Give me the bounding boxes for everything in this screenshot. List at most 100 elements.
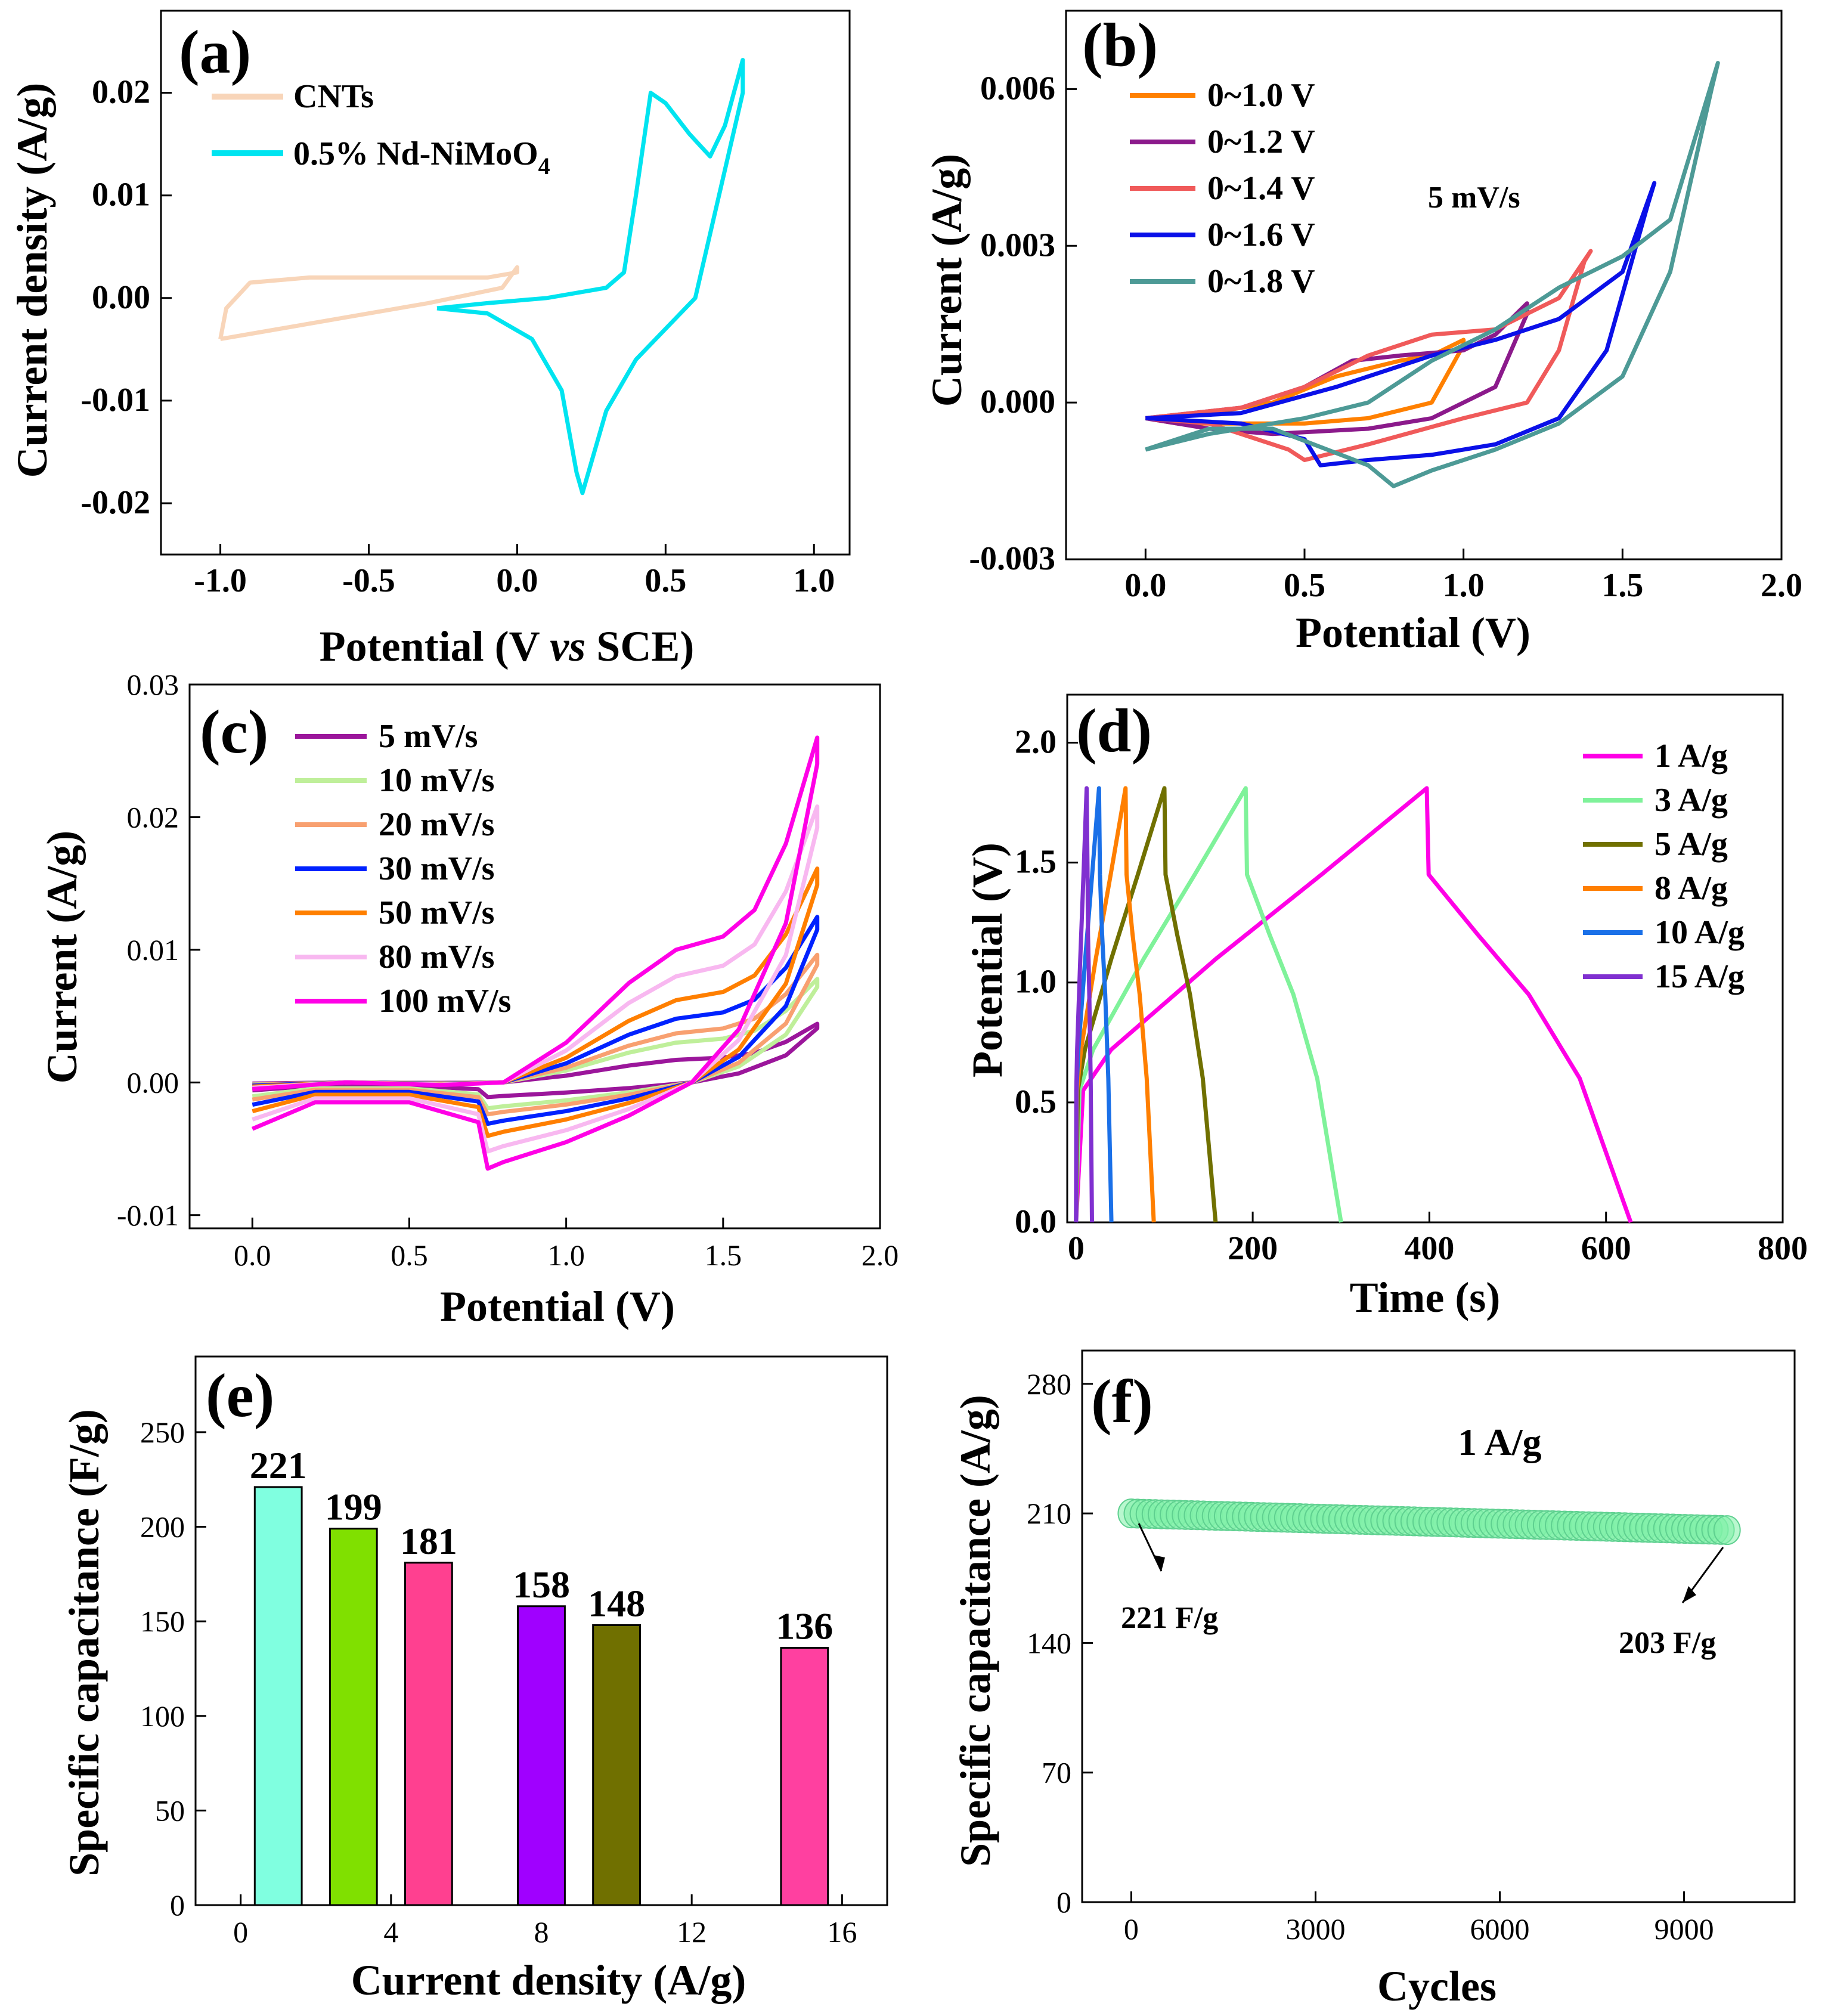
panel-e-ylabel: Specific capacitance (F/g) bbox=[60, 1409, 108, 1876]
panel-e-bar bbox=[517, 1605, 566, 1906]
panel-e-ytick-label: 200 bbox=[140, 1510, 185, 1544]
panel-c-series bbox=[251, 735, 820, 1171]
panel-e-bar-label: 199 bbox=[325, 1486, 382, 1528]
panel-d-xtick-label: 0 bbox=[1068, 1230, 1085, 1267]
panel-b-ylabel: Current (A/g) bbox=[923, 154, 971, 407]
panel-f-annotation: 1 A/g bbox=[1458, 1421, 1541, 1463]
panel-d-xlabel: Time (s) bbox=[1350, 1274, 1501, 1321]
panel-b-annotation: 5 mV/s bbox=[1428, 181, 1520, 215]
panel-e-bar bbox=[404, 1562, 453, 1906]
panel-b-ytick-label: 0.003 bbox=[980, 227, 1055, 264]
panel-a-ytick-label: -0.02 bbox=[80, 484, 150, 521]
panel-c-legend-label: 20 mV/s bbox=[379, 806, 494, 843]
panel-b-ytick-label: 0.000 bbox=[980, 383, 1055, 420]
panel-a-ylabel: Current density (A/g) bbox=[8, 83, 56, 478]
panel-e-bar-label: 158 bbox=[513, 1563, 570, 1606]
panel-e-ytick-label: 250 bbox=[140, 1416, 185, 1449]
start-arrow-head bbox=[1154, 1555, 1165, 1571]
panel-e-xtick-label: 4 bbox=[383, 1915, 398, 1949]
panel-e-bars: 221 199 181 158 148 136 bbox=[250, 1444, 833, 1906]
panel-b-legend-label: 0~1.0 V bbox=[1207, 77, 1315, 114]
panel-a-ytick-label: 0.01 bbox=[92, 176, 150, 213]
panel-c-frame bbox=[188, 683, 881, 1230]
panel-e-xtick-label: 12 bbox=[677, 1915, 707, 1949]
panel-a-xtick-label: -1.0 bbox=[194, 562, 247, 599]
panel-f-xtick-label: 3000 bbox=[1285, 1912, 1345, 1946]
panel-d-xtick-label: 600 bbox=[1581, 1230, 1631, 1267]
panel-f-ytick-label: 140 bbox=[1027, 1626, 1071, 1659]
panel-a-letter: (a) bbox=[179, 18, 251, 86]
panel-b: 0.0 0.5 1.0 1.5 2.0 -0.003 0.000 0.003 0.006 (b)… bbox=[923, 10, 1802, 656]
panel-d-frame bbox=[1066, 693, 1784, 1224]
panel-c-series-2 bbox=[252, 952, 820, 1117]
panel-a-xtick-label: -0.5 bbox=[342, 562, 395, 599]
panel-f-frame bbox=[1081, 1349, 1796, 1903]
panel-d-legend-label: 3 A/g bbox=[1655, 782, 1728, 819]
panel-d-legend-label: 10 A/g bbox=[1655, 914, 1745, 951]
panel-e-bar bbox=[592, 1624, 641, 1906]
panel-d-ytick-label: 1.5 bbox=[1015, 844, 1056, 881]
panel-c-legend: 5 mV/s 10 mV/s 20 mV/s 30 mV/s 50 mV/s 80 mV/… bbox=[295, 718, 511, 1020]
panel-a-xtick-label: 0.5 bbox=[645, 562, 686, 599]
panel-f-ytick-label: 0 bbox=[1056, 1885, 1071, 1919]
panel-d-legend-label: 15 A/g bbox=[1655, 958, 1745, 995]
panel-a-ytick-label: -0.01 bbox=[80, 382, 150, 419]
panel-f-xlabel: Cycles bbox=[1377, 1962, 1497, 2010]
panel-b-xtick-label: 2.0 bbox=[1761, 567, 1802, 604]
panel-c-ylabel: Current (A/g) bbox=[38, 831, 86, 1084]
legend-label-cnts: CNTs bbox=[293, 78, 374, 115]
panel-a-series-1 bbox=[436, 58, 745, 496]
panel-d-ytick-label: 0.0 bbox=[1015, 1203, 1056, 1240]
panel-c-series-3 bbox=[252, 915, 820, 1126]
panel-d-ytick-label: 1.0 bbox=[1015, 964, 1056, 1001]
panel-e-bar-label: 148 bbox=[588, 1582, 645, 1624]
panel-b-legend: 0~1.0 V 0~1.2 V 0~1.4 V 0~1.6 V 0~1.8 V bbox=[1130, 77, 1315, 300]
panel-c-xtick-label: 0.5 bbox=[391, 1238, 428, 1272]
panel-b-axes: 0.0 0.5 1.0 1.5 2.0 -0.003 0.000 0.003 0.006 bbox=[969, 70, 1802, 604]
panel-c-ytick-label: 0.00 bbox=[127, 1066, 179, 1099]
panel-e-bar bbox=[780, 1647, 829, 1906]
panel-d-ylabel: Potential (V) bbox=[963, 843, 1011, 1077]
panel-e-ytick-label: 100 bbox=[140, 1699, 185, 1733]
panel-a-axes: -1.0 -0.5 0.0 0.5 1.0 -0.02 -0.01 0.00 0.01 0.02 bbox=[80, 74, 835, 599]
panel-d-axes: 0 200 400 600 800 0.0 0.5 1.0 1.5 2.0 bbox=[1015, 723, 1808, 1267]
panel-f-ytick-label: 210 bbox=[1027, 1497, 1071, 1530]
panel-f-ylabel: Specific capacitance (A/g) bbox=[952, 1395, 999, 1867]
panel-a-legend: CNTs 0.5% Nd-NiMoO4 bbox=[212, 78, 550, 179]
panel-a-ytick-label: 0.00 bbox=[92, 279, 150, 316]
panel-b-series-0 bbox=[1145, 337, 1466, 426]
panel-b-ytick-label: 0.006 bbox=[980, 70, 1055, 107]
panel-e-xtick-label: 16 bbox=[827, 1915, 857, 1949]
panel-c-series-5 bbox=[252, 804, 820, 1154]
panel-c-legend-label: 100 mV/s bbox=[379, 983, 511, 1020]
panel-c-letter: (c) bbox=[200, 698, 268, 766]
panel-d-legend: 1 A/g 3 A/g 5 A/g 8 A/g 10 A/g 15 A/g bbox=[1583, 738, 1745, 995]
panel-c-xtick-label: 2.0 bbox=[862, 1238, 899, 1272]
panel-d-ytick-label: 0.5 bbox=[1015, 1083, 1056, 1120]
end-arrow-head bbox=[1683, 1586, 1696, 1603]
panel-e-xlabel: Current density (A/g) bbox=[351, 1956, 746, 2004]
panel-b-frame bbox=[1065, 10, 1783, 560]
panel-a-series-0 bbox=[218, 265, 519, 342]
panel-e-axes: 0 4 8 12 16 0 50 100 150 200 250 bbox=[140, 1416, 857, 1949]
panel-c: 0.0 0.5 1.0 1.5 2.0 -0.01 0.00 0.01 0.02 0.03 (c)… bbox=[38, 668, 898, 1330]
panel-f-xtick-label: 6000 bbox=[1470, 1912, 1530, 1946]
panel-e-xtick-label: 8 bbox=[534, 1915, 549, 1949]
panel-b-series-2 bbox=[1145, 249, 1593, 462]
panel-c-legend-label: 80 mV/s bbox=[379, 939, 494, 976]
panel-b-legend-label: 0~1.4 V bbox=[1207, 170, 1315, 207]
panel-c-ytick-label: -0.01 bbox=[117, 1199, 179, 1232]
panel-c-legend-label: 30 mV/s bbox=[379, 850, 494, 887]
panel-f-point bbox=[1713, 1515, 1741, 1546]
panel-b-series-3 bbox=[1145, 181, 1657, 467]
panel-a-series bbox=[218, 58, 745, 496]
end-label: 203 F/g bbox=[1619, 1626, 1716, 1660]
panel-c-xtick-label: 0.0 bbox=[234, 1238, 271, 1272]
panel-c-ytick-label: 0.03 bbox=[127, 668, 179, 701]
panel-c-series-6 bbox=[251, 735, 820, 1171]
panel-b-legend-label: 0~1.8 V bbox=[1207, 263, 1315, 300]
panel-b-ytick-label: -0.003 bbox=[969, 540, 1055, 577]
panel-c-axes: 0.0 0.5 1.0 1.5 2.0 -0.01 0.00 0.01 0.02 0.03 bbox=[117, 668, 898, 1272]
panel-c-legend-label: 50 mV/s bbox=[379, 894, 494, 931]
